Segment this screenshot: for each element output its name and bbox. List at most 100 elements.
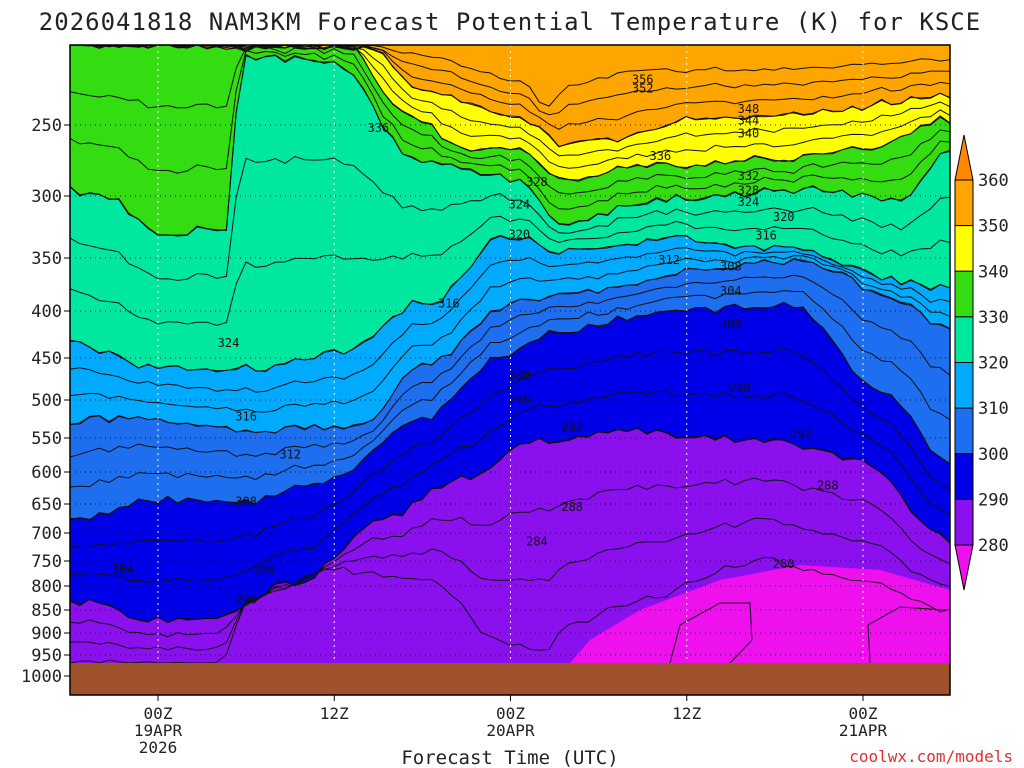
colorbar-tick-label: 290 (978, 490, 1009, 510)
contour-label: 336 (367, 121, 389, 135)
colorbar-band (954, 179, 974, 227)
contour-label: 300 (508, 369, 530, 383)
pressure-tick-label: 750 (31, 552, 62, 572)
time-tick-label: 00Z (849, 704, 878, 723)
contour-line (70, 255, 950, 413)
colorbar-tick-label: 300 (978, 445, 1009, 465)
contour-line (70, 274, 950, 458)
ground-terrain (70, 663, 950, 695)
contour-line (70, 45, 950, 169)
contour-label: 296 (235, 592, 257, 606)
colorbar-band (954, 498, 974, 546)
contour-label: 324 (508, 198, 530, 212)
x-axis-label: Forecast Time (UTC) (401, 747, 618, 768)
contour-line (70, 54, 950, 237)
colorbar-tick-label: 350 (978, 217, 1009, 237)
pressure-tick-label: 950 (31, 646, 62, 666)
contour-label: 348 (738, 102, 760, 116)
contour-label: 316 (235, 410, 257, 424)
contour-line (70, 45, 950, 181)
contour-line (70, 235, 950, 373)
contour-label: 332 (738, 169, 760, 183)
pressure-tick-label: 1000 (21, 667, 62, 687)
colorbar-tick-label: 310 (978, 399, 1009, 419)
contour-label: 292 (561, 420, 583, 434)
contour-label: 288 (561, 500, 583, 514)
colorbar-top-arrow (954, 134, 974, 181)
contour-label: 308 (235, 494, 257, 508)
contour-label: 328 (526, 175, 548, 189)
contour-label: 304 (720, 284, 742, 298)
contour-line (70, 427, 950, 623)
contour-label: 344 (738, 113, 760, 127)
colorbar-tick-label: 280 (978, 536, 1009, 556)
contour-label: 320 (508, 227, 530, 241)
time-tick-label: 00Z (496, 704, 525, 723)
contour-label: 298 (729, 381, 751, 395)
pressure-tick-label: 800 (31, 577, 62, 597)
credit-text: coolwx.com/models (849, 747, 1013, 766)
colorbar-band (954, 453, 974, 500)
pressure-tick-label: 600 (31, 463, 62, 483)
pressure-tick-label: 350 (31, 249, 62, 269)
contour-label: 280 (773, 557, 795, 571)
contour-label: 340 (738, 127, 760, 141)
contour-line (70, 45, 950, 148)
colorbar-band (954, 225, 974, 272)
colorbar-tick-label: 320 (978, 354, 1009, 374)
contour-line (70, 49, 950, 210)
contour-label: 304 (112, 562, 134, 576)
contour-label: 336 (649, 149, 671, 163)
contour-line (70, 290, 950, 488)
contour-label: 324 (738, 195, 760, 209)
contour-label: 316 (438, 297, 460, 311)
chart-title: 2026041818 NAM3KM Forecast Potential Tem… (39, 8, 981, 36)
colorbar-bottom-arrow (954, 544, 974, 591)
time-tick-label: 12Z (320, 704, 349, 723)
colorbar-band (954, 362, 974, 409)
band-below-280-pocket (570, 565, 950, 663)
pressure-tick-label: 650 (31, 495, 62, 515)
theta-contours (70, 45, 950, 664)
time-tick-label: 00Z (144, 704, 173, 723)
colorbar-tick-label: 340 (978, 262, 1009, 282)
colorbar-tick-label: 360 (978, 171, 1009, 191)
contour-label: 292 (790, 427, 812, 441)
pressure-tick-label: 400 (31, 302, 62, 322)
contour-label: 312 (279, 447, 301, 461)
contour-line (70, 155, 950, 281)
pressure-tick-label: 450 (31, 349, 62, 369)
pressure-tick-label: 850 (31, 601, 62, 621)
contour-label: 288 (817, 478, 839, 492)
colorbar: 360 350 340 330 320 310 300 290 280 (954, 134, 1009, 591)
contour-label: 300 (720, 317, 742, 331)
colorbar-band (954, 270, 974, 318)
contour-label: 300 (253, 563, 275, 577)
contour-label: 316 (755, 229, 777, 243)
contour-line (70, 247, 950, 393)
contour-label: 324 (218, 336, 240, 350)
contour-line (867, 606, 946, 664)
contour-line (70, 45, 950, 130)
colorbar-band (954, 316, 974, 363)
pressure-tick-label: 700 (31, 524, 62, 544)
time-tick-label: 20APR (486, 721, 535, 740)
contour-line (669, 602, 753, 664)
time-tick-label: 21APR (839, 721, 888, 740)
colorbar-band (954, 407, 974, 455)
contour-label: 284 (526, 534, 548, 548)
contour-label: 296 (508, 393, 530, 407)
contour-line (70, 301, 950, 521)
pressure-tick-label: 250 (31, 116, 62, 136)
pressure-tick-label: 550 (31, 429, 62, 449)
contour-label: 320 (773, 210, 795, 224)
contour-label: 308 (720, 259, 742, 273)
time-tick-label: 19APR (134, 721, 183, 740)
colorbar-tick-label: 330 (978, 308, 1009, 328)
contour-label: 328 (738, 183, 760, 197)
pressure-tick-label: 300 (31, 187, 62, 207)
contour-line (70, 390, 950, 584)
